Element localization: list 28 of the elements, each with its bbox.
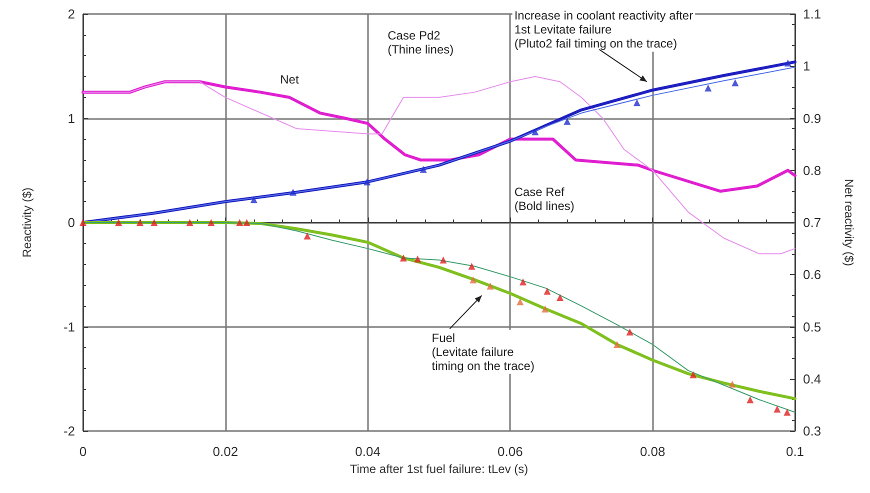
y-tick-label: 1 bbox=[68, 110, 75, 126]
annotation: Fuel (Levitate failure timing on the trace) bbox=[432, 330, 534, 373]
x-tick-label: 0 bbox=[79, 444, 87, 459]
annotation: Increase in coolant reactivity after 1st Levitate failure (Pluto2 fail timing on the trace) bbox=[514, 8, 694, 51]
x-tick-label: 0.04 bbox=[355, 444, 380, 459]
y2-tick-label: 1 bbox=[803, 58, 810, 74]
annotation: Case Ref (Bold lines) bbox=[514, 184, 574, 213]
annotation: Case Pd2 (Thine lines) bbox=[388, 28, 454, 57]
y2-tick-label: 0.7 bbox=[803, 215, 822, 230]
y-tick-label: 2 bbox=[68, 6, 75, 22]
y-axis-title: Reactivity ($) bbox=[20, 187, 34, 258]
y2-tick-label: 0.5 bbox=[803, 319, 822, 334]
y2-tick-label: 1.1 bbox=[803, 6, 822, 22]
annotation: Net bbox=[280, 72, 300, 87]
y-tick-label: -1 bbox=[63, 319, 75, 334]
y2-tick-label: 0.4 bbox=[803, 371, 822, 386]
x-tick-label: 0.1 bbox=[786, 444, 804, 459]
y2-tick-label: 0.6 bbox=[803, 267, 822, 282]
x-tick-label: 0.08 bbox=[640, 444, 666, 459]
y-tick-label: -2 bbox=[63, 424, 75, 438]
y-tick-label: 0 bbox=[68, 215, 75, 230]
x-tick-label: 0.06 bbox=[498, 444, 523, 459]
y2-tick-label: 0.8 bbox=[803, 162, 822, 178]
x-tick-label: 0.02 bbox=[212, 444, 238, 459]
y2-tick-label: 0.9 bbox=[803, 110, 822, 126]
y2-axis-title: Net reactivity ($) bbox=[842, 178, 856, 266]
y2-tick-label: 0.3 bbox=[803, 424, 822, 438]
x-axis-title: Time after 1st fuel failure: tLev (s) bbox=[350, 462, 528, 476]
